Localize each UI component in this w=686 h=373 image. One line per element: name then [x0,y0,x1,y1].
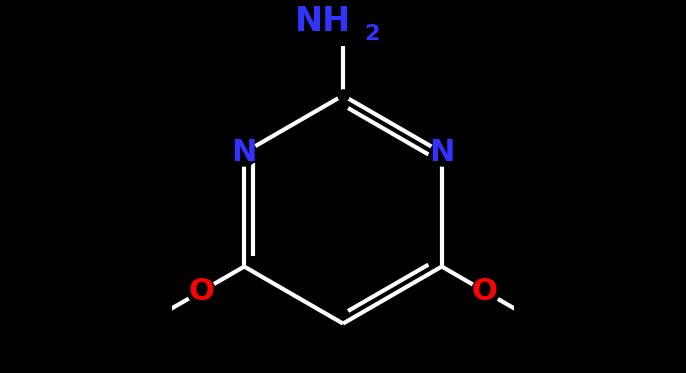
Text: O: O [472,277,497,306]
Text: N: N [232,138,257,167]
Text: N: N [429,138,454,167]
Text: NH: NH [294,6,351,38]
Text: 2: 2 [364,24,379,44]
Text: O: O [189,277,214,306]
